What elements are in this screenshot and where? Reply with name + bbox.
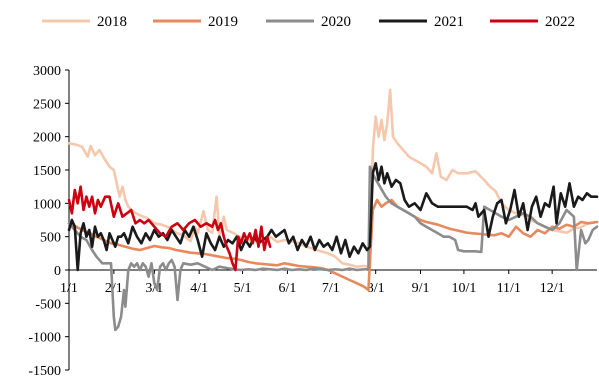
legend: 2018 2019 2020 2021 2022 [42,14,575,30]
series-lines [67,88,599,332]
series-line-2019 [67,198,599,292]
legend-label-2022: 2022 [545,14,575,30]
y-tick-label: -500 [35,297,61,312]
x-tick-label: 8/1 [367,281,385,296]
x-tick-label: 10/1 [451,281,476,296]
x-axis-ticks: 1/1 2/1 3/1 4/1 5/1 6/1 7/1 8/1 9/1 10/1 11/1 12/1 [60,270,565,296]
legend-label-2018: 2018 [97,14,127,30]
y-tick-label: 1000 [33,197,61,212]
x-tick-label: 4/1 [190,281,208,296]
y-axis-ticks: -1500 -1000 -500 0 500 1000 1500 2000 2500 3000 [28,64,69,378]
series-line-2018 [67,88,599,269]
legend-label-2021: 2021 [434,14,464,30]
y-tick-label: 500 [40,231,61,246]
series-line-2020 [67,165,599,332]
y-tick-label: -1500 [28,364,61,378]
x-tick-label: 2/1 [105,281,123,296]
x-tick-label: 5/1 [234,281,252,296]
series-line-2021 [67,162,599,272]
y-tick-label: 2500 [33,97,61,112]
legend-label-2020: 2020 [321,14,351,30]
x-tick-label: 11/1 [497,281,521,296]
x-tick-label: 9/1 [412,281,430,296]
y-tick-label: 3000 [33,64,61,79]
series-line-2022 [67,185,272,272]
y-tick-label: -1000 [28,331,61,346]
y-tick-label: 0 [54,264,61,279]
x-tick-label: 12/1 [540,281,565,296]
x-tick-label: 7/1 [322,281,340,296]
x-tick-label: 1/1 [60,281,78,296]
y-tick-label: 1500 [33,164,61,179]
x-tick-label: 6/1 [278,281,296,296]
y-tick-label: 2000 [33,131,61,146]
legend-label-2019: 2019 [208,14,238,30]
